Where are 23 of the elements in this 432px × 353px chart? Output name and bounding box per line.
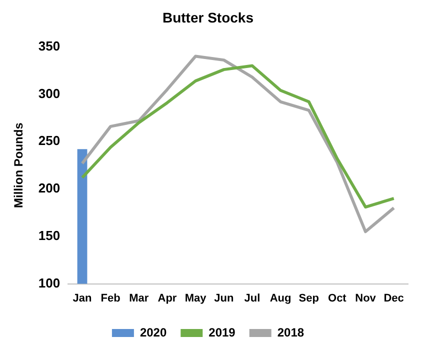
x-tick-label: Feb	[100, 292, 121, 304]
y-axis-title: Million Pounds	[12, 122, 26, 208]
x-tick-label: Aug	[270, 292, 292, 304]
legend-label: 2020	[140, 325, 167, 340]
x-tick-label: Nov	[355, 292, 377, 304]
y-tick-label: 350	[38, 38, 60, 54]
x-tick-label: Oct	[328, 292, 347, 304]
y-tick-label: 300	[38, 86, 60, 101]
x-tick-label: Dec	[384, 292, 404, 304]
legend-label: 2018	[277, 325, 304, 340]
x-tick-label: Jul	[244, 292, 260, 304]
x-tick-label: Sep	[298, 292, 320, 304]
y-tick-label: 200	[38, 180, 60, 196]
x-tick-label: Jan	[72, 292, 92, 304]
x-tick-label: Jun	[214, 292, 234, 304]
chart-title: Butter Stocks	[162, 9, 254, 26]
legend-label: 2019	[208, 325, 236, 340]
x-tick-label: May	[184, 292, 208, 304]
x-tick-label: Apr	[158, 292, 178, 304]
x-tick-label: Mar	[129, 292, 150, 304]
y-tick-label: 150	[38, 228, 60, 243]
y-tick-label: 250	[38, 133, 60, 148]
y-tick-label: 100	[38, 275, 60, 290]
